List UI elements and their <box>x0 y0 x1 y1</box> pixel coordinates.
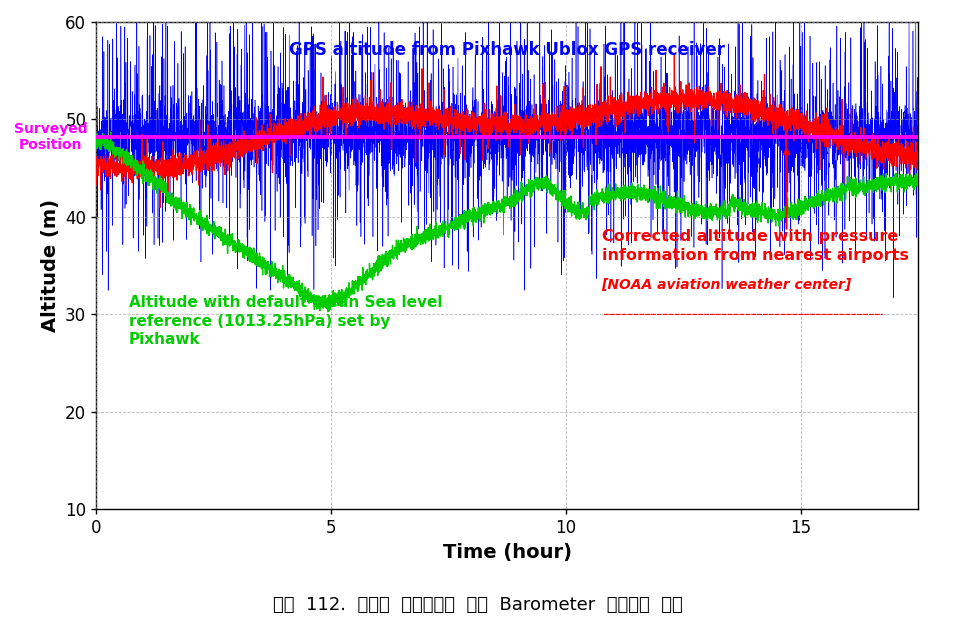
Text: Altitude with default Mean Sea level
reference (1013.25hPa) set by
Pixhawk: Altitude with default Mean Sea level ref… <box>129 295 442 347</box>
Text: [NOAA aviation weather center]: [NOAA aviation weather center] <box>602 278 852 292</box>
Text: Surveyed
Position: Surveyed Position <box>14 122 88 152</box>
Text: Corrected altitude with pressure
information from nearest airports: Corrected altitude with pressure informa… <box>602 229 908 263</box>
Text: GPS altitude from Pixhawk Ublox GPS receiver: GPS altitude from Pixhawk Ublox GPS rece… <box>289 42 725 60</box>
Y-axis label: Altitude (m): Altitude (m) <box>41 199 59 332</box>
Text: 그림  112.  해수면  기준압력에  따른  Barometer  고도오차  분석: 그림 112. 해수면 기준압력에 따른 Barometer 고도오차 분석 <box>272 596 683 614</box>
X-axis label: Time (hour): Time (hour) <box>442 542 571 562</box>
